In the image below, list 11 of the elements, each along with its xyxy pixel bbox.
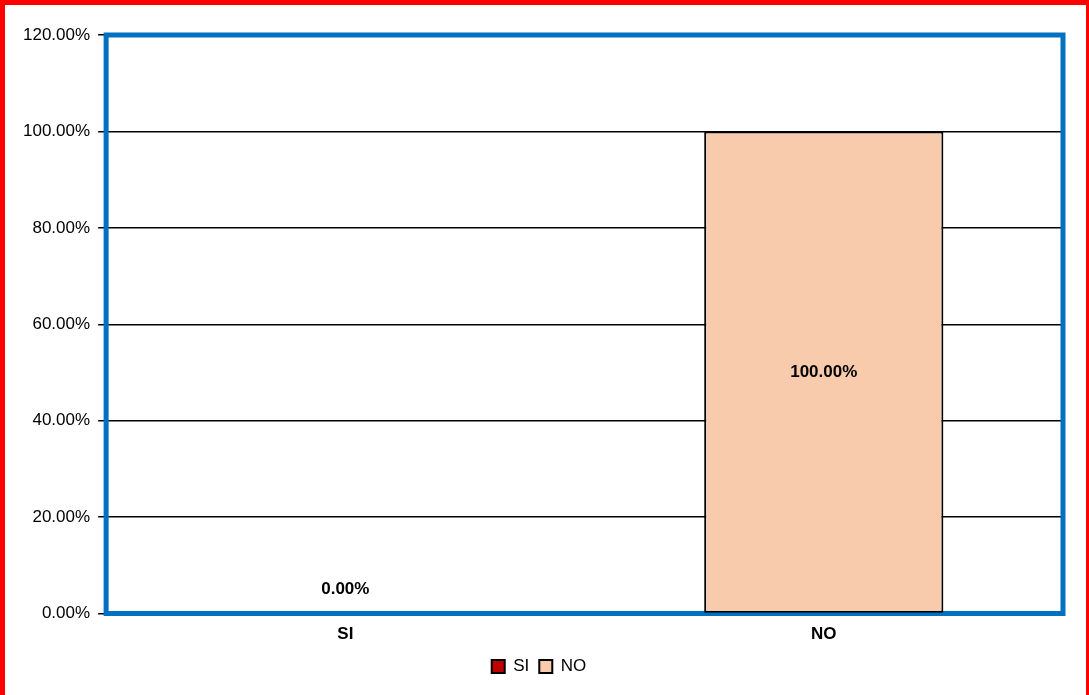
y-tick-label: 0.00% — [41, 603, 91, 623]
y-tick-label: 20.00% — [32, 506, 91, 526]
legend-label: SI — [513, 656, 530, 676]
y-tick-label: 100.00% — [22, 121, 91, 141]
y-tick-label: 40.00% — [32, 410, 91, 430]
y-tick-label: 60.00% — [32, 313, 91, 333]
y-tick-label: 80.00% — [32, 217, 91, 237]
legend-label: NO — [560, 656, 587, 676]
data-label: 0.00% — [321, 579, 370, 599]
y-tick-label: 120.00% — [22, 24, 91, 44]
data-label: 100.00% — [790, 361, 858, 381]
